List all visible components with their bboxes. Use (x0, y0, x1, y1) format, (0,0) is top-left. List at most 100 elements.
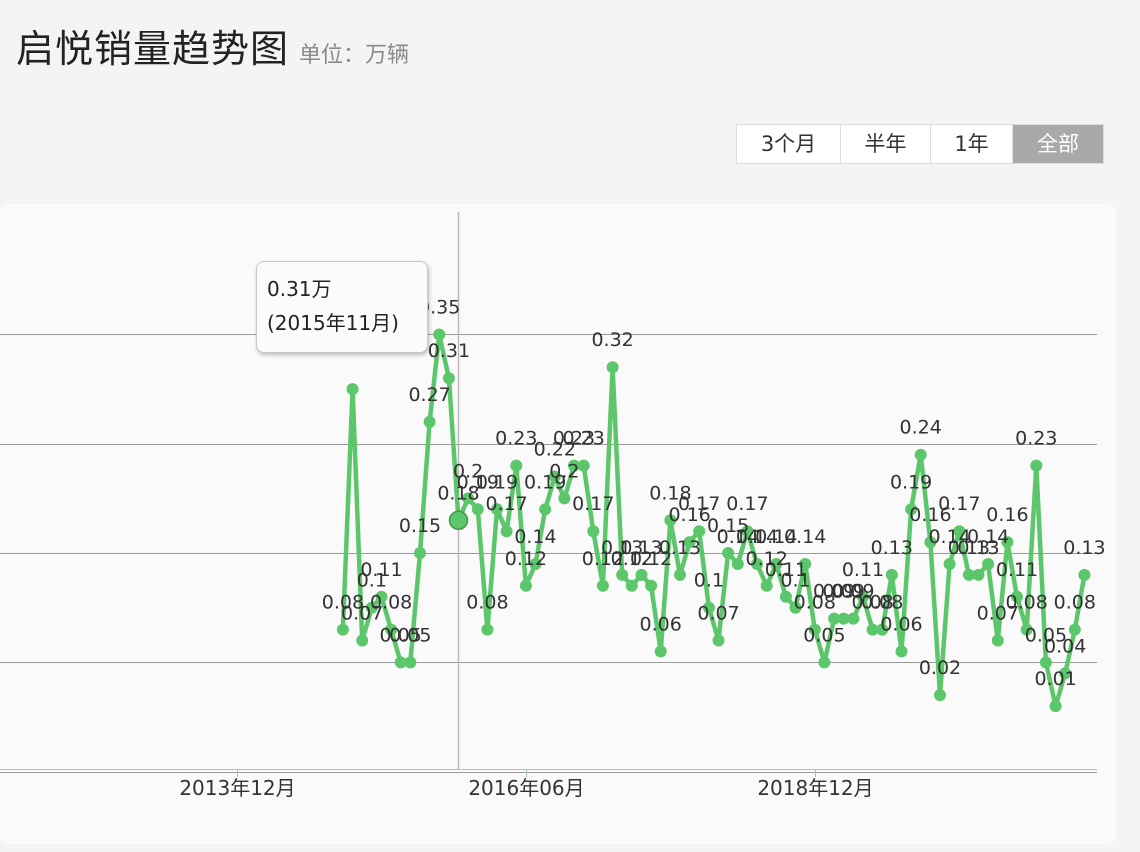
data-point (779, 590, 792, 603)
value-label: 0.13 (659, 537, 701, 559)
value-label: 0.17 (485, 493, 527, 515)
data-point (645, 579, 658, 592)
value-label: 0.05 (389, 624, 431, 646)
data-point (548, 470, 561, 483)
value-label: 0.19 (524, 471, 566, 493)
data-point (866, 623, 879, 636)
value-label: 0.14 (736, 526, 778, 548)
data-point (356, 634, 369, 647)
data-point (808, 623, 821, 636)
data-point (385, 623, 398, 636)
data-point (1030, 459, 1043, 472)
data-point (885, 568, 898, 581)
value-label: 0.13 (601, 537, 643, 559)
data-point (1039, 656, 1052, 669)
value-label: 0.17 (572, 493, 614, 515)
value-label: 0.12 (611, 548, 653, 570)
tab-half-year[interactable]: 半年 (841, 125, 931, 163)
value-label: 0.19 (890, 471, 932, 493)
value-label: 0.18 (437, 482, 479, 504)
value-label: 0.12 (746, 548, 788, 570)
data-point (876, 623, 889, 636)
data-point (587, 525, 600, 538)
value-label: 0.12 (505, 548, 547, 570)
value-label: 0.27 (408, 384, 450, 406)
value-label: 0.16 (668, 504, 710, 526)
value-label: 0.14 (717, 526, 759, 548)
data-point (654, 645, 667, 658)
value-label: 0.23 (1015, 428, 1057, 450)
tab-3-months[interactable]: 3个月 (737, 125, 841, 163)
gridlines (0, 334, 1097, 773)
value-labels: 0.080.070.10.110.080.050.050.150.270.350… (322, 297, 1106, 691)
data-point (491, 503, 503, 516)
data-point (539, 503, 552, 516)
data-point (751, 558, 763, 570)
value-label: 0.1 (694, 570, 724, 592)
data-point (596, 579, 609, 592)
data-point (837, 612, 850, 625)
value-label: 0.11 (996, 559, 1038, 581)
data-point (982, 558, 995, 570)
data-point (616, 568, 629, 581)
value-label: 0.05 (803, 624, 845, 646)
tab-all[interactable]: 全部 (1013, 125, 1103, 163)
value-label: 0.05 (1025, 624, 1067, 646)
data-point (510, 459, 523, 472)
value-label: 0.1 (357, 570, 387, 592)
data-point (568, 459, 580, 472)
data-point (991, 634, 1004, 647)
value-label: 0.22 (534, 439, 576, 461)
value-label: 0.17 (726, 493, 768, 515)
unit-label: 单位：万辆 (299, 43, 410, 68)
data-point (712, 634, 725, 647)
tooltip-date: (2015年11月) (267, 311, 399, 335)
data-point (760, 579, 773, 592)
data-point (905, 503, 918, 516)
value-label: 0.08 (322, 592, 364, 614)
data-point (462, 492, 475, 505)
tooltip-value: 0.31万 (267, 277, 332, 301)
value-label: 0.17 (678, 493, 720, 515)
data-point (741, 525, 754, 538)
value-label: 0.08 (861, 592, 903, 614)
value-label: 0.14 (784, 526, 826, 548)
value-label: 0.02 (919, 657, 961, 679)
value-label: 0.13 (871, 537, 913, 559)
data-point (500, 525, 513, 538)
page-title: 启悦销量趋势图 (16, 27, 290, 71)
data-point (1011, 590, 1023, 603)
data-point (828, 612, 841, 625)
data-point (519, 579, 532, 592)
data-point (365, 601, 378, 614)
value-label: 0.07 (697, 603, 739, 625)
data-point (558, 492, 571, 505)
data-point (683, 536, 696, 549)
data-point (818, 656, 831, 669)
value-label: 0.15 (707, 515, 749, 537)
data-point (943, 558, 956, 570)
x-tick-label: 2018年12月 (757, 776, 873, 800)
tab-1-year[interactable]: 1年 (931, 125, 1013, 163)
value-label: 0.16 (986, 504, 1028, 526)
value-label: 0.23 (563, 428, 605, 450)
data-point (914, 448, 927, 461)
value-label: 0.01 (1034, 668, 1076, 690)
data-point (857, 590, 869, 603)
data-point (953, 525, 966, 538)
data-point (577, 459, 590, 472)
value-label: 0.08 (370, 592, 412, 614)
value-label: 0.11 (360, 559, 402, 581)
data-point (529, 558, 542, 570)
data-point (375, 590, 388, 603)
data-point (414, 547, 426, 559)
range-tabs: 3个月 半年 1年 全部 (736, 124, 1104, 164)
value-label: 0.35 (418, 297, 460, 319)
value-label: 0.06 (880, 613, 922, 635)
data-point (1068, 623, 1081, 636)
data-point (934, 689, 946, 702)
data-point (731, 558, 744, 570)
value-label: 0.13 (620, 537, 662, 559)
data-point (606, 361, 619, 374)
